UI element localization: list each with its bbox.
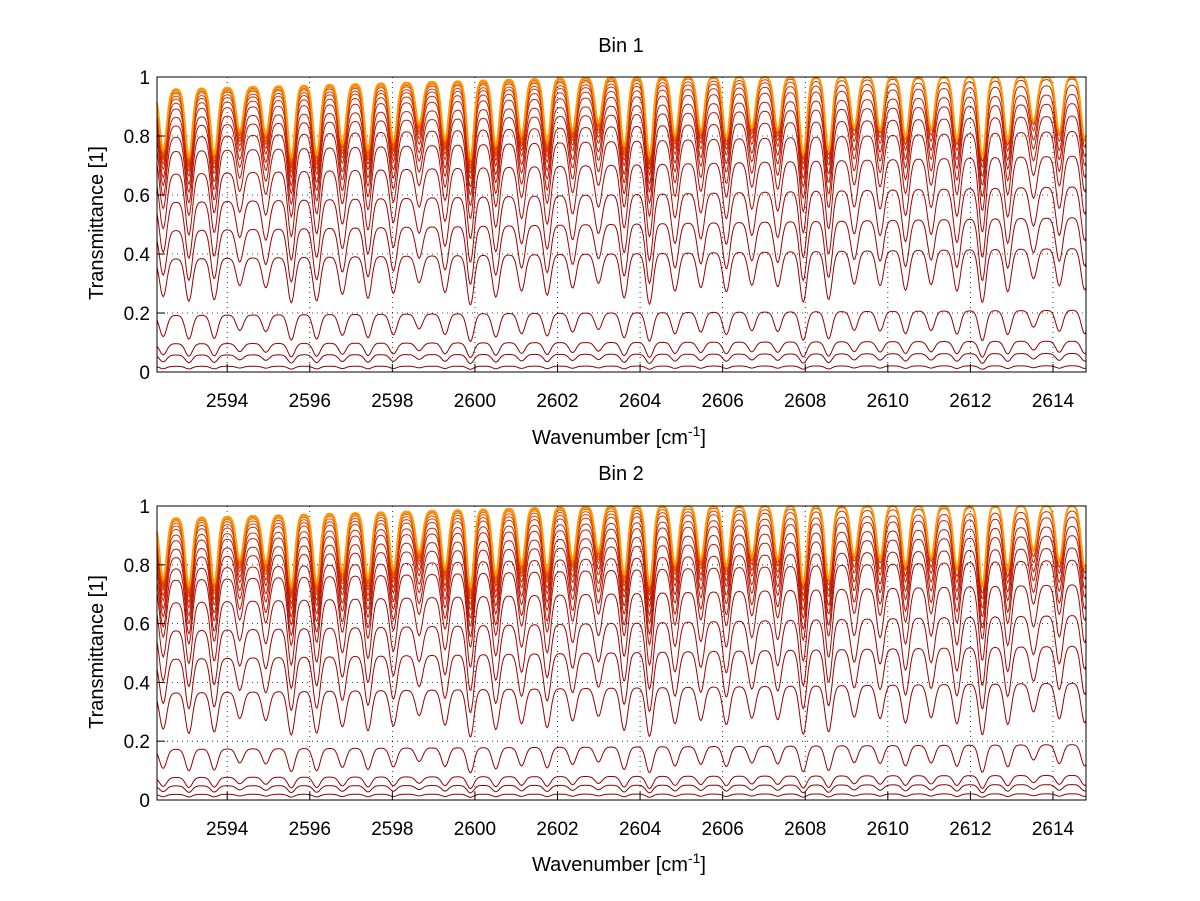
series-line: [156, 155, 1087, 240]
series-line: [156, 535, 1087, 627]
chart-title: Bin 1: [598, 35, 644, 57]
x-axis-label: Wavenumber [cm-1]: [532, 850, 706, 876]
x-tick-label: 2610: [867, 819, 909, 840]
y-tick-label: 0: [139, 363, 150, 384]
plot-frame: [156, 76, 1087, 373]
y-tick-label: 0.8: [124, 556, 150, 577]
chart-title: Bin 2: [598, 463, 644, 485]
x-tick-label: 2612: [949, 391, 991, 412]
x-tick-label: 2598: [371, 819, 413, 840]
y-tick-label: 0.4: [124, 673, 151, 694]
x-tick-label: 2598: [371, 391, 413, 412]
x-tick-label: 2604: [619, 819, 662, 840]
x-tick-label: 2612: [949, 819, 991, 840]
y-axis-label: Transmittance [1]: [86, 575, 108, 729]
series-line: [156, 353, 1087, 365]
x-tick-label: 2610: [867, 391, 909, 412]
plot-frame: [156, 505, 1087, 801]
x-tick-label: 2600: [454, 819, 496, 840]
series-line: [156, 309, 1087, 343]
x-tick-label: 2604: [619, 391, 662, 412]
series-line: [156, 526, 1087, 619]
x-tick-label: 2594: [206, 391, 249, 412]
series-line: [156, 547, 1087, 638]
series-line: [156, 645, 1087, 714]
x-tick-label: 2596: [289, 391, 331, 412]
series-line: [156, 84, 1087, 180]
series-line: [156, 131, 1087, 220]
chart-bin-2: Bin 2 2594 2596 2598 2600 2602 2604 2606 2608 26…: [86, 463, 1087, 876]
series-line: [156, 248, 1087, 306]
series-line: [156, 510, 1087, 606]
x-tick-label: 2602: [536, 819, 578, 840]
series-line: [156, 103, 1087, 196]
x-tick-label: 2600: [454, 391, 496, 412]
y-tick-label: 0.4: [124, 245, 151, 266]
series-line: [156, 559, 1087, 648]
y-tick-label: 0.2: [124, 732, 150, 753]
y-tick-label: 1: [139, 497, 150, 518]
series-line: [156, 217, 1087, 285]
x-tick-label: 2602: [536, 391, 578, 412]
series-line: [156, 94, 1087, 188]
y-tick-label: 0.8: [124, 127, 150, 148]
x-tick-label: 2606: [702, 819, 744, 840]
x-tick-label: 2608: [784, 819, 826, 840]
y-tick-label: 1: [139, 68, 150, 89]
series-line: [156, 682, 1087, 738]
x-axis-label: Wavenumber [cm-1]: [532, 423, 706, 449]
series-line: [156, 784, 1087, 794]
series-line: [156, 584, 1087, 668]
series-group: [156, 76, 1087, 373]
axis-ticks: 2594 2596 2598 2600 2602 2604 2606 2608 2610 2612…: [124, 497, 1075, 840]
x-tick-label: 2608: [784, 391, 826, 412]
series-group: [156, 505, 1087, 801]
y-tick-label: 0: [139, 791, 150, 812]
axis-ticks: 2594 2596 2598 2600 2602 2604 2606 2608 2610 2612…: [124, 68, 1075, 412]
x-tick-label: 2614: [1032, 391, 1075, 412]
x-tick-label: 2594: [206, 819, 249, 840]
series-line: [156, 793, 1087, 798]
series-line: [156, 365, 1087, 370]
series-line: [156, 115, 1087, 207]
series-line: [156, 340, 1087, 359]
series-line: [156, 615, 1087, 692]
series-line: [156, 505, 1087, 590]
y-axis-label: Transmittance [1]: [86, 146, 108, 300]
y-tick-label: 0.6: [124, 615, 150, 636]
y-tick-label: 0.6: [124, 186, 150, 207]
y-tick-label: 0.2: [124, 304, 150, 325]
series-line: [156, 76, 1087, 162]
series-line: [156, 774, 1087, 790]
series-line: [156, 744, 1087, 774]
series-line: [156, 516, 1087, 611]
x-tick-label: 2614: [1032, 819, 1075, 840]
chart-bin-1: Bin 1 2594 2596 2598 2600 2602 2604 2606 2608 26…: [86, 35, 1087, 449]
grid: [157, 77, 1086, 372]
x-tick-label: 2596: [289, 819, 331, 840]
series-line: [156, 186, 1087, 263]
x-tick-label: 2606: [702, 391, 744, 412]
